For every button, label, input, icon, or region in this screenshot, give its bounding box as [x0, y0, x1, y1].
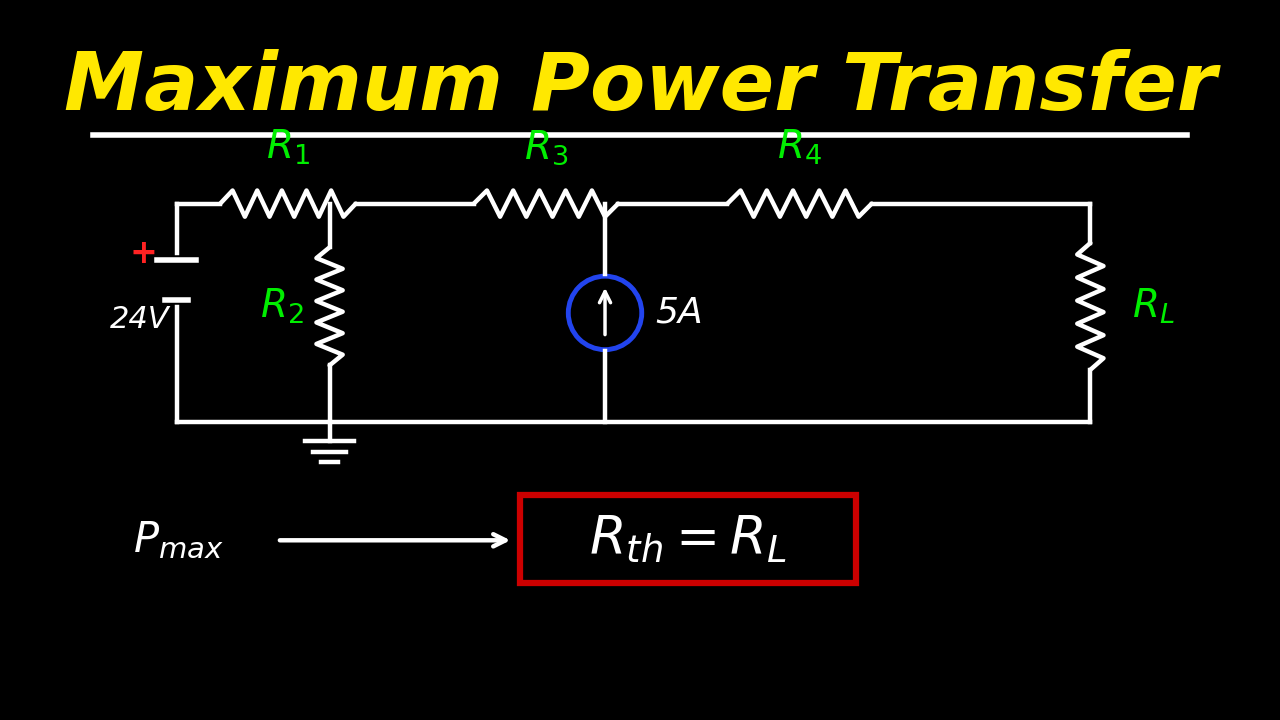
Text: $P_{max}$: $P_{max}$: [133, 519, 224, 562]
FancyBboxPatch shape: [520, 495, 856, 583]
Text: +: +: [129, 237, 157, 270]
Text: $R_3$: $R_3$: [524, 128, 568, 167]
Text: $R_1$: $R_1$: [266, 127, 310, 167]
Text: Maximum Power Transfer: Maximum Power Transfer: [64, 49, 1216, 127]
Text: $R_L$: $R_L$: [1133, 287, 1175, 326]
Text: 5A: 5A: [655, 296, 704, 330]
Text: $R_4$: $R_4$: [777, 127, 822, 167]
Text: $R_{th} = R_L$: $R_{th} = R_L$: [589, 513, 787, 565]
Text: 24V: 24V: [110, 305, 169, 333]
Text: $R_2$: $R_2$: [260, 287, 303, 326]
